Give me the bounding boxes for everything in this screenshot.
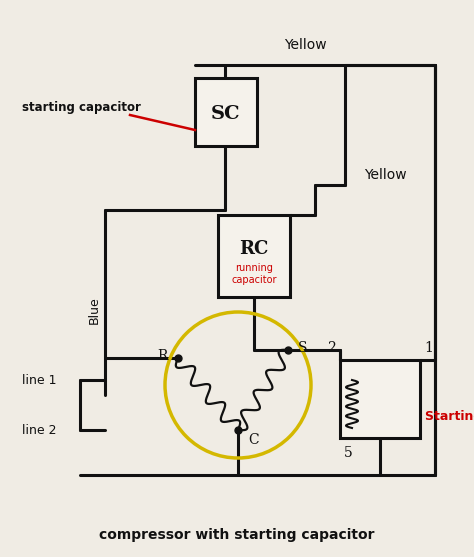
Bar <box>195 78 257 146</box>
Bar <box>218 215 290 297</box>
Text: line 2: line 2 <box>22 423 56 437</box>
Text: C: C <box>248 433 259 447</box>
Text: Yellow: Yellow <box>364 168 406 182</box>
Text: starting capacitor: starting capacitor <box>22 101 141 115</box>
Text: Yellow: Yellow <box>283 38 326 52</box>
Text: line 1: line 1 <box>22 374 56 387</box>
Text: running
capacitor: running capacitor <box>231 263 277 285</box>
Text: compressor with starting capacitor: compressor with starting capacitor <box>99 528 375 542</box>
Text: 2: 2 <box>327 341 336 355</box>
Text: R: R <box>158 349 168 363</box>
Text: SC: SC <box>211 105 241 123</box>
Bar <box>340 360 420 438</box>
Text: Blue: Blue <box>88 296 100 324</box>
Text: Starting Relay: Starting Relay <box>425 409 474 423</box>
Text: RC: RC <box>239 241 269 258</box>
Text: 1: 1 <box>424 341 433 355</box>
Text: 5: 5 <box>344 446 352 460</box>
Text: S: S <box>298 341 308 355</box>
